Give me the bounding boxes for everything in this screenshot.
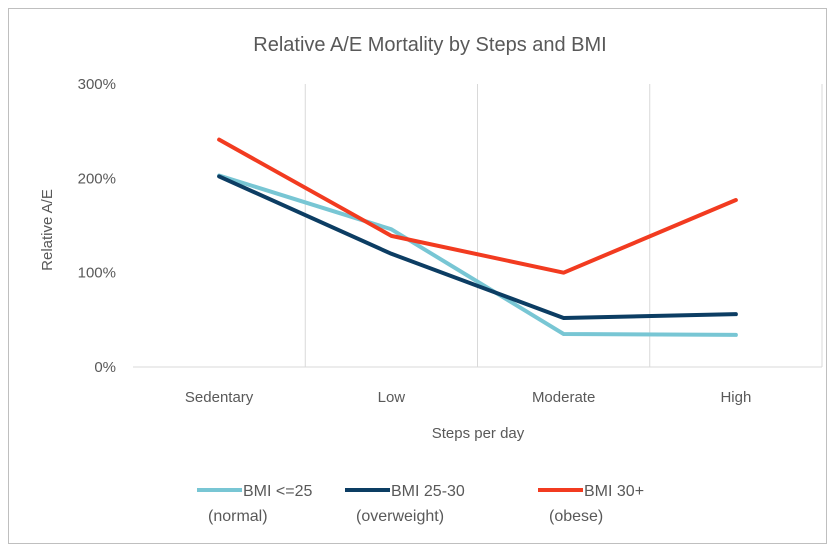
x-tick-label: Sedentary: [185, 389, 254, 406]
y-tick-label: 200%: [78, 170, 116, 187]
x-tick-label: High: [720, 389, 751, 406]
x-axis-ticks: Sedentary Low Moderate High: [185, 389, 751, 406]
y-tick-label: 0%: [94, 359, 116, 376]
series-line-2: [217, 174, 738, 320]
legend-label: BMI 30+: [584, 483, 644, 500]
chart-title: Relative A/E Mortality by Steps and BMI: [253, 34, 607, 56]
x-tick-label: Moderate: [532, 389, 595, 406]
chart-frame: [8, 8, 827, 544]
y-axis-label: Relative A/E: [39, 189, 56, 271]
legend: BMI <=25 (normal) BMI 25-30 (overweight) BMI…: [197, 483, 644, 525]
series-line-3: [217, 137, 738, 275]
legend-label: BMI <=25: [243, 483, 312, 500]
y-axis-ticks: 0% 100% 200% 300%: [78, 76, 116, 376]
y-tick-label: 100%: [78, 265, 116, 282]
y-tick-label: 300%: [78, 76, 116, 93]
x-axis-label: Steps per day: [432, 425, 525, 442]
legend-label: (normal): [208, 508, 268, 525]
legend-label: (obese): [549, 508, 603, 525]
series-lines: [217, 137, 738, 337]
gridlines: [133, 84, 823, 368]
x-tick-label: Low: [378, 389, 406, 406]
legend-label: (overweight): [356, 508, 444, 525]
series-line-1: [217, 173, 738, 337]
legend-label: BMI 25-30: [391, 483, 465, 500]
